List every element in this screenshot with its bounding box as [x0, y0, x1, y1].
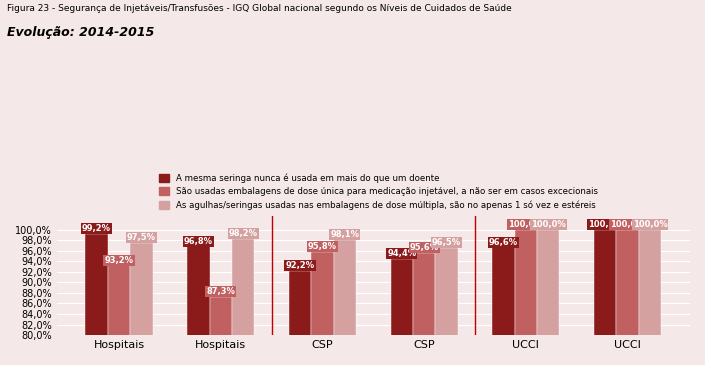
- Text: 96,8%: 96,8%: [184, 237, 213, 246]
- Text: 100,0%: 100,0%: [611, 220, 645, 229]
- Bar: [436, 248, 458, 365]
- Text: 96,5%: 96,5%: [432, 238, 461, 247]
- Bar: [413, 253, 436, 365]
- Bar: [209, 297, 232, 365]
- Text: 96,6%: 96,6%: [489, 238, 518, 247]
- Bar: [130, 243, 152, 365]
- Text: Evolução: 2014-2015: Evolução: 2014-2015: [7, 26, 154, 39]
- Text: 99,2%: 99,2%: [82, 224, 111, 233]
- Legend: A mesma seringa nunca é usada em mais do que um doente, São usadas embalagens de: A mesma seringa nunca é usada em mais do…: [156, 171, 601, 212]
- Text: 93,2%: 93,2%: [104, 255, 133, 265]
- Bar: [187, 246, 209, 365]
- Bar: [616, 230, 639, 365]
- Text: 100,0%: 100,0%: [632, 220, 668, 229]
- Text: 100,0%: 100,0%: [508, 220, 544, 229]
- Bar: [391, 259, 413, 365]
- Text: 100,0%: 100,0%: [531, 220, 565, 229]
- Bar: [108, 265, 130, 365]
- Text: 95,6%: 95,6%: [410, 243, 439, 252]
- Text: 100,0%: 100,0%: [588, 220, 623, 229]
- Bar: [492, 247, 515, 365]
- Bar: [85, 234, 108, 365]
- Bar: [333, 239, 356, 365]
- Text: 95,8%: 95,8%: [308, 242, 337, 251]
- Bar: [639, 230, 661, 365]
- Bar: [289, 271, 311, 365]
- Bar: [232, 239, 255, 365]
- Text: 87,3%: 87,3%: [207, 287, 235, 296]
- Bar: [537, 230, 560, 365]
- Bar: [515, 230, 537, 365]
- Text: 98,1%: 98,1%: [331, 230, 360, 239]
- Text: 94,4%: 94,4%: [387, 249, 417, 258]
- Bar: [311, 252, 333, 365]
- Text: 92,2%: 92,2%: [286, 261, 314, 270]
- Text: 97,5%: 97,5%: [127, 233, 156, 242]
- Text: 98,2%: 98,2%: [228, 229, 257, 238]
- Text: Figura 23 - Segurança de Injetáveis/Transfusões - IGQ Global nacional segundo os: Figura 23 - Segurança de Injetáveis/Tran…: [7, 4, 512, 13]
- Bar: [594, 230, 616, 365]
